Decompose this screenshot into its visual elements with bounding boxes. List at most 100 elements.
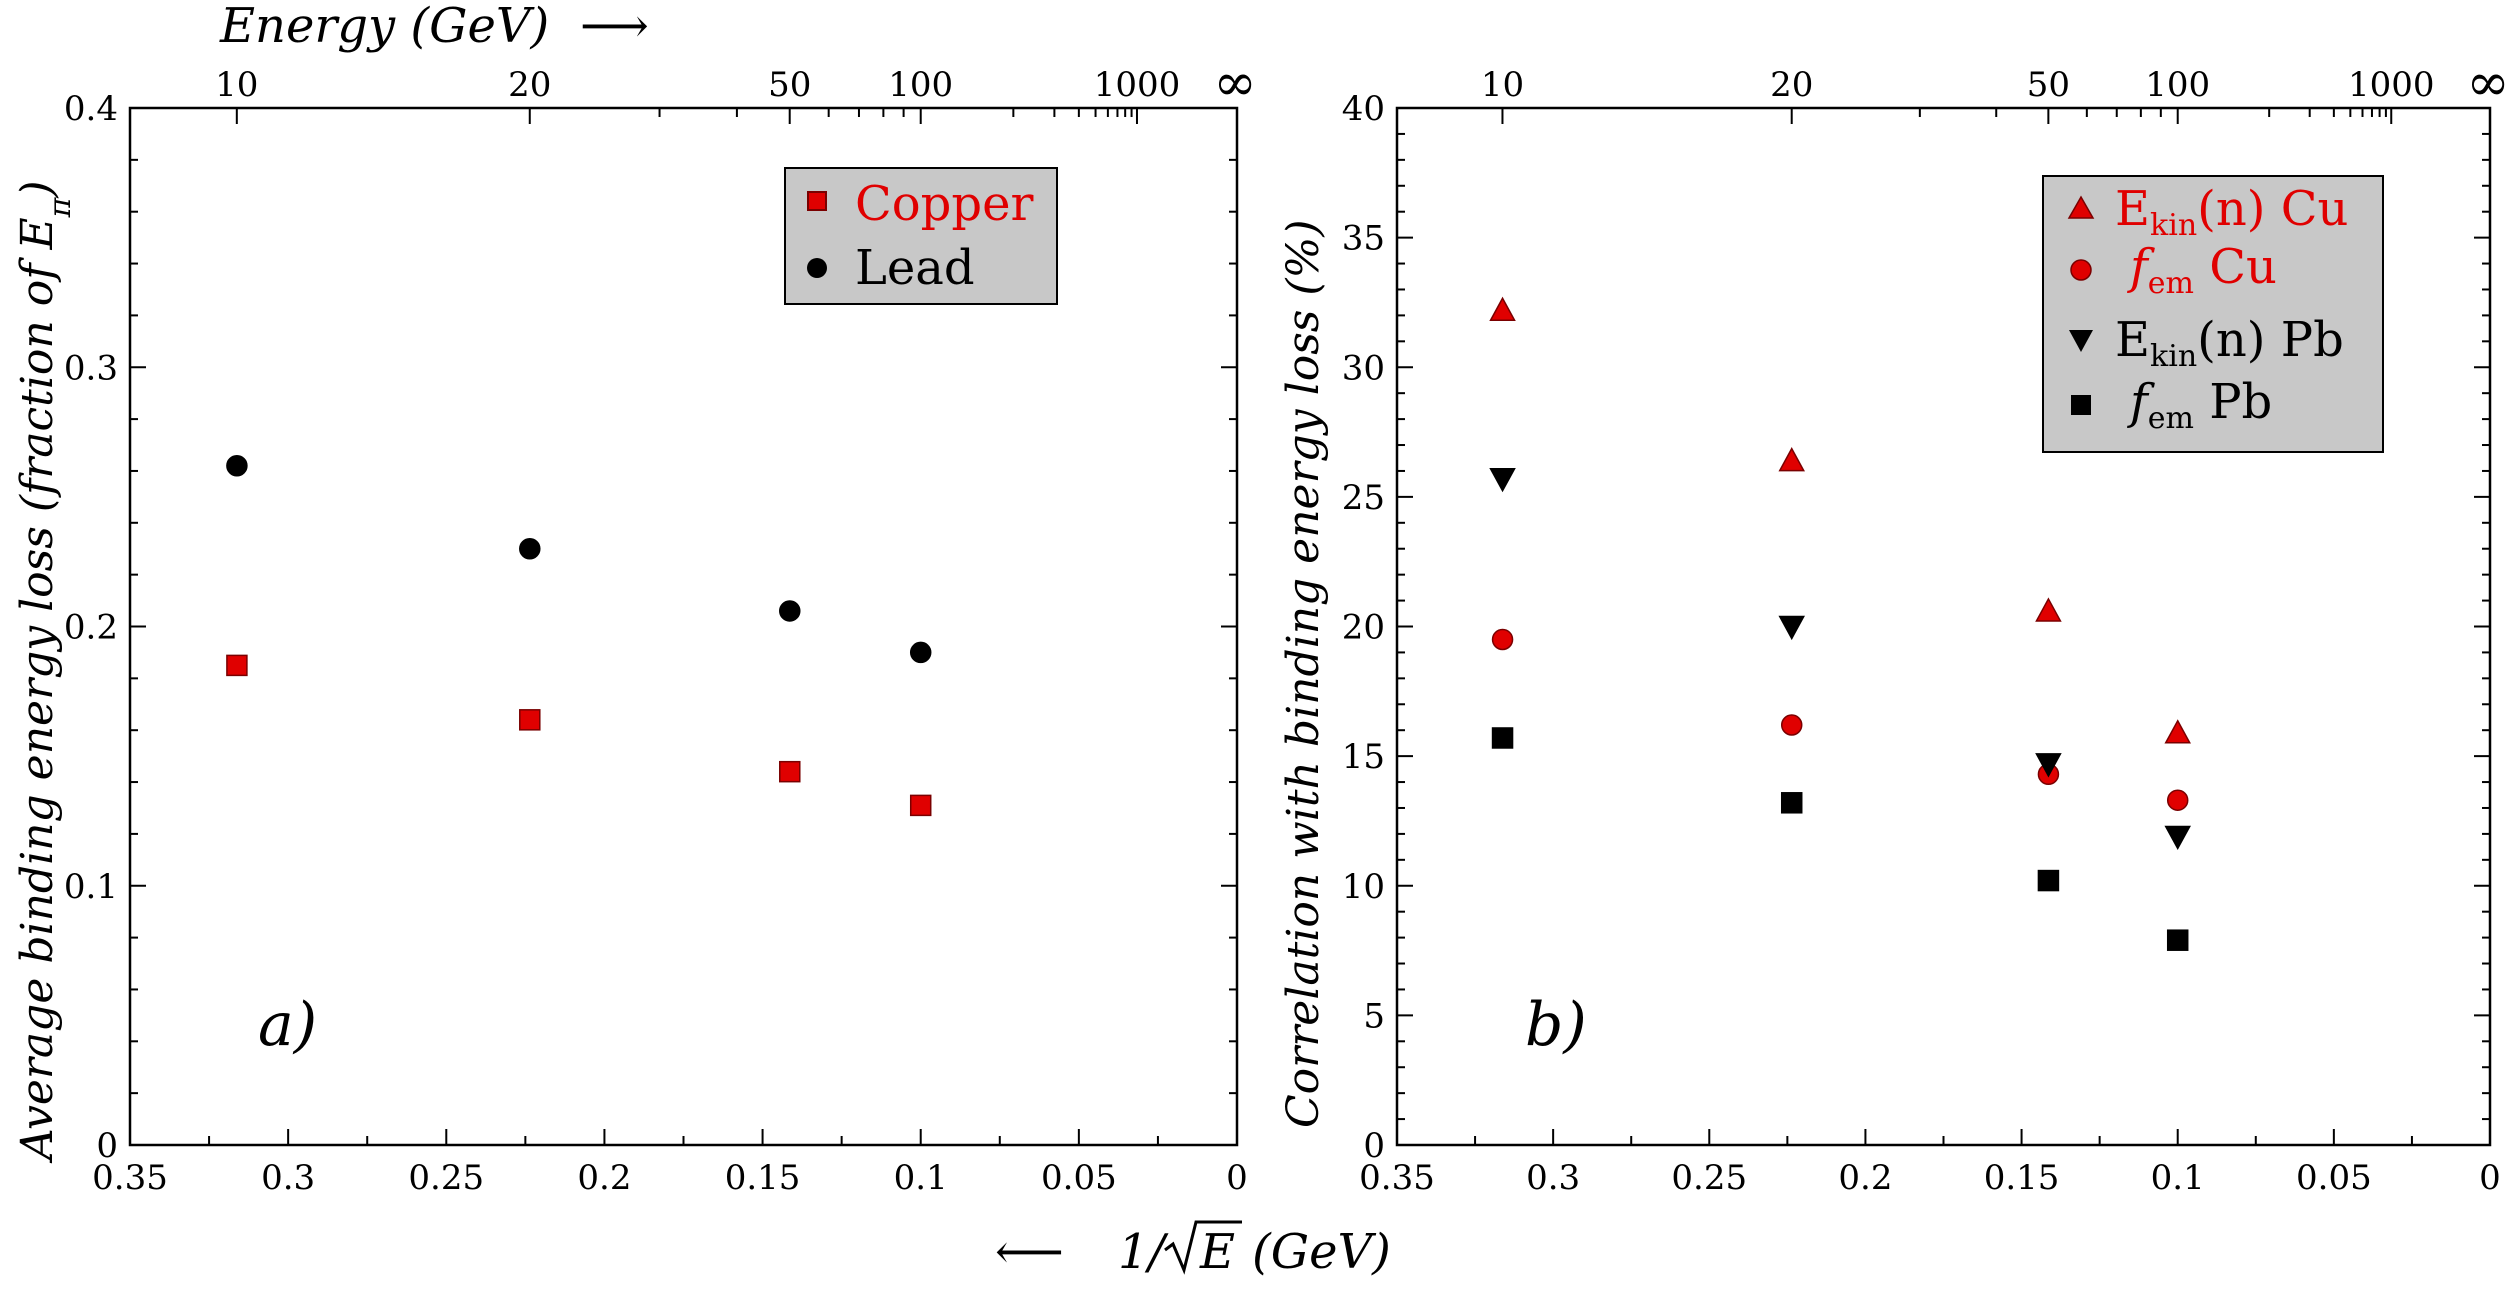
panel-a-ytick-label: 0.3 — [64, 348, 118, 388]
panel-b-xtick-label: 0.35 — [1359, 1158, 1435, 1198]
panel-b-ytick-label: 15 — [1342, 737, 1385, 777]
panel-b-top-tick-label: 20 — [1770, 65, 1813, 105]
panel-b-series2-point — [1778, 615, 1805, 641]
panel-a: Average binding energy loss (fraction of… — [12, 53, 1257, 1198]
panel-b-xtick-label: 0 — [2479, 1158, 2501, 1198]
bottom-axis-title-var: E — [1199, 1224, 1235, 1280]
panel-a-series1-point — [909, 641, 932, 664]
panel-b-infinity-label: ∞ — [2466, 53, 2509, 113]
panel-b-series2-point — [2164, 825, 2191, 851]
panel-a-top-tick-label: 50 — [768, 65, 811, 105]
panel-b-top-tick-label: 1000 — [2348, 65, 2435, 105]
panel-a-xtick-label: 0.05 — [1041, 1158, 1117, 1198]
panel-a-xtick-label: 0.15 — [725, 1158, 801, 1198]
panel-a-series0-point — [909, 794, 932, 817]
panel-b-series3-point — [1491, 727, 1514, 749]
panel-b-xtick-label: 0.25 — [1671, 1158, 1747, 1198]
legend-ekin-cu-sub: kin — [2150, 208, 2197, 243]
panel-b-legend: Ekin(n) Cu fem Cu Ekin(n) Pb fem Pb — [2042, 175, 2384, 453]
panel-b-tag: b) — [1525, 990, 1587, 1060]
legend-ekin-pb-rest: (n) Pb — [2197, 312, 2344, 368]
panel-b-ytick-label: 30 — [1342, 348, 1385, 388]
legend-copper-label: Copper — [855, 176, 1033, 232]
top-axis-title: Energy (GeV) — [219, 0, 549, 54]
legend-ekin-cu-marker — [2067, 195, 2095, 219]
panel-b-xtick-label: 0.2 — [1838, 1158, 1892, 1198]
bottom-axis-arrow: ⟵ — [995, 1224, 1064, 1280]
legend-fem-cu-marker — [2070, 259, 2092, 281]
panel-a-top-tick-label: 1000 — [1094, 65, 1181, 105]
panel-b-xtick-label: 0.3 — [1526, 1158, 1580, 1198]
legend-ekin-cu-label: Ekin(n) Cu — [2115, 181, 2348, 243]
panel-a-ylabel-text: Average binding energy loss (fraction of… — [12, 217, 63, 1164]
panel-a-tag: a) — [258, 990, 317, 1060]
panel-b-series3-point — [2037, 869, 2060, 892]
panel-a-xtick-label: 0.2 — [577, 1158, 631, 1198]
legend-fem-cu-label: fem Cu — [2127, 239, 2277, 301]
panel-b-ytick-label: 5 — [1363, 996, 1385, 1036]
panel-a-infinity-label: ∞ — [1213, 53, 1256, 113]
panel-b-series1-point — [1780, 714, 1803, 736]
panel-a-ytick-label: 0 — [96, 1126, 118, 1166]
sqrt-sign — [1164, 1220, 1242, 1275]
panel-a-series1-point — [226, 455, 248, 477]
legend-ekin-pb-label: Ekin(n) Pb — [2115, 312, 2344, 374]
panel-b-top-tick-label: 50 — [2027, 65, 2070, 105]
panel-b-top-tick-label: 100 — [2145, 65, 2210, 105]
panel-b-ytick-label: 10 — [1342, 867, 1385, 907]
panel-a-series0-point — [226, 654, 248, 677]
panel-b-ytick-label: 35 — [1342, 219, 1385, 259]
panel-b-ytick-label: 0 — [1363, 1126, 1385, 1166]
panel-b-legend-box — [2042, 175, 2384, 453]
panel-b-series0-point — [1489, 296, 1516, 321]
panel-a-xtick-label: 0 — [1226, 1158, 1248, 1198]
panel-a-xtick-label: 0.1 — [894, 1158, 948, 1198]
panel-b-top-tick-label: 10 — [1481, 65, 1524, 105]
panel-a-ytick-label: 0.4 — [64, 89, 118, 129]
legend-ekin-cu-main: E — [2115, 181, 2150, 237]
panel-b-ylabel: Correlation with binding energy loss (%) — [1278, 220, 1329, 1129]
legend-ekin-pb-marker — [2069, 330, 2093, 352]
panel-a-top-tick-label: 10 — [215, 65, 258, 105]
legend-ekin-pb-sub: kin — [2150, 339, 2197, 374]
panel-b-ytick-label: 20 — [1342, 608, 1385, 648]
panel-b-series3-point — [2166, 929, 2189, 951]
panel-b-series0-point — [2035, 597, 2062, 622]
bottom-axis-title-unit: (GeV) — [1252, 1224, 1391, 1280]
panel-a-xtick-label: 0.35 — [92, 1158, 168, 1198]
legend-copper-marker — [807, 191, 827, 211]
panel-a-legend: Copper Lead — [784, 167, 1058, 305]
panel-b-series2-point — [2035, 753, 2062, 778]
panel-b-series2-point — [1489, 467, 1516, 493]
panel-b-series1-point — [2166, 789, 2189, 811]
panel-a-ylabel-suffix: ) — [12, 180, 63, 198]
legend-fem-cu-rest: Cu — [2194, 239, 2277, 295]
top-axis-arrow: ⟶ — [580, 0, 649, 54]
panel-b-ytick-label: 40 — [1342, 89, 1385, 129]
legend-ekin-pb-main: E — [2115, 312, 2150, 368]
legend-lead-marker — [807, 258, 827, 278]
panel-a-xtick-label: 0.25 — [408, 1158, 484, 1198]
legend-lead-label: Lead — [855, 240, 975, 296]
legend-fem-pb-sub: em — [2148, 401, 2194, 436]
panel-a-ytick-label: 0.2 — [64, 608, 118, 648]
legend-fem-pb-marker — [2071, 395, 2091, 415]
panel-a-ylabel-sub: π — [43, 196, 78, 218]
panel-a-series0-point — [779, 760, 801, 783]
panel-b: Correlation with binding energy loss (%)… — [1278, 53, 2510, 1198]
panel-a-xtick-label: 0.3 — [261, 1158, 315, 1198]
panel-b-series1-point — [1491, 628, 1514, 651]
panel-a-series0-point — [519, 709, 541, 731]
panel-b-xtick-label: 0.1 — [2151, 1158, 2205, 1198]
panel-a-ytick-label: 0.1 — [64, 867, 118, 907]
panel-b-series3-point — [1780, 792, 1803, 814]
legend-fem-pb-rest: Pb — [2194, 374, 2272, 430]
legend-ekin-cu-rest: (n) Cu — [2197, 181, 2348, 237]
panel-a-top-tick-label: 100 — [888, 65, 953, 105]
panel-b-series0-point — [1778, 447, 1805, 472]
panel-b-xtick-label: 0.15 — [1984, 1158, 2060, 1198]
panel-b-series0-point — [2164, 719, 2191, 744]
panel-b-xtick-label: 0.05 — [2296, 1158, 2372, 1198]
panel-a-series1-point — [779, 600, 801, 622]
